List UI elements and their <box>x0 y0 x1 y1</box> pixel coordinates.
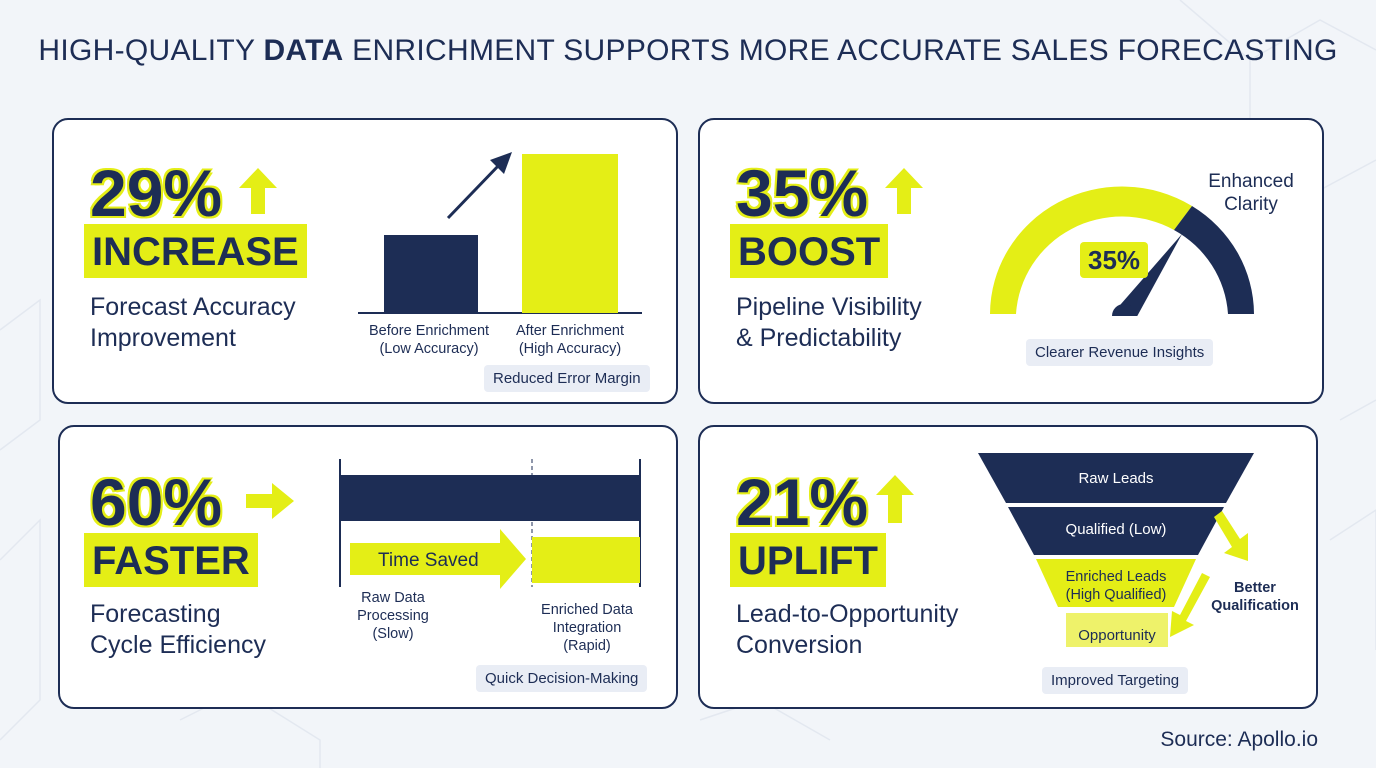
clarity-gauge <box>990 186 1254 316</box>
visibility-headline: BOOST <box>730 224 889 278</box>
bar-before-label: Before Enrichment (Low Accuracy) <box>368 323 490 357</box>
gauge-label: Enhanced Clarity <box>1208 171 1294 215</box>
gauge-yellow-segment <box>990 186 1192 314</box>
funnel-raw-label: Raw Leads <box>1078 470 1154 487</box>
funnel-stage-qualified <box>1008 507 1224 555</box>
funnel-opportunity-label: Opportunity <box>1078 627 1156 644</box>
up-arrow-icon <box>885 168 923 214</box>
trend-arrow-head <box>490 152 512 174</box>
page-title: HIGH-QUALITY DATA ENRICHMENT SUPPORTS MO… <box>38 34 1338 67</box>
conversion-chip: Improved Targeting <box>1042 667 1189 694</box>
gauge-needle <box>1114 234 1182 316</box>
accuracy-bar-chart <box>358 152 642 314</box>
enriched-data-label: Enriched Data Integration (Rapid) <box>541 602 633 654</box>
lead-funnel <box>978 453 1254 647</box>
speed-subtitle: Forecasting Cycle Efficiency <box>90 600 266 659</box>
down-right-arrow-icon <box>1214 511 1248 561</box>
up-arrow-icon <box>239 168 277 214</box>
up-arrow-icon <box>876 475 914 523</box>
funnel-enriched-label: Enriched Leads (High Qualified) <box>1065 569 1167 603</box>
speed-card: 60% FASTER Forecasting Cycle Efficiency … <box>58 425 678 709</box>
bar-after-label: After Enrichment (High Accuracy) <box>516 323 624 357</box>
gauge-value-badge: 35% <box>1080 242 1149 278</box>
bar-before <box>384 235 478 313</box>
accuracy-headline: INCREASE <box>84 224 307 278</box>
funnel-qualified-label: Qualified (Low) <box>1065 521 1167 538</box>
down-left-arrow-icon <box>1170 573 1210 637</box>
conversion-percent: 21% <box>736 465 869 539</box>
raw-processing-bar <box>340 475 640 521</box>
accuracy-subtitle: Forecast Accuracy Improvement <box>90 293 296 352</box>
speed-chip: Quick Decision-Making <box>476 665 648 692</box>
funnel-stage-enriched <box>1036 559 1196 607</box>
trend-arrow-line <box>446 162 502 220</box>
time-comparison-chart <box>339 459 641 589</box>
accuracy-percent: 29% <box>90 156 223 230</box>
conversion-subtitle: Lead-to-Opportunity Conversion <box>736 600 959 659</box>
speed-percent: 60% <box>90 465 223 539</box>
visibility-chip: Clearer Revenue Insights <box>1026 339 1214 366</box>
conversion-headline: UPLIFT <box>730 533 886 587</box>
conversion-card: 21% UPLIFT Lead-to-Opportunity Conversio… <box>698 425 1318 709</box>
speed-headline: FASTER <box>84 533 258 587</box>
accuracy-chip: Reduced Error Margin <box>484 365 650 392</box>
enriched-bar <box>532 537 640 583</box>
raw-data-label: Raw Data Processing (Slow) <box>357 590 429 642</box>
accuracy-card: 29% INCREASE Forecast Accuracy Improveme… <box>52 118 678 404</box>
source-note: Source: Apollo.io <box>1160 728 1318 751</box>
time-saved-arrow <box>350 529 526 589</box>
funnel-stage-raw <box>978 453 1254 503</box>
visibility-percent: 35% <box>736 156 869 230</box>
visibility-subtitle: Pipeline Visibility & Predictability <box>736 293 922 352</box>
visibility-card: 35% BOOST Pipeline Visibility & Predicta… <box>698 118 1324 404</box>
right-arrow-icon <box>246 483 294 519</box>
better-qualification-label: Better Qualification <box>1211 580 1299 614</box>
bar-after <box>522 154 618 313</box>
time-saved-label: Time Saved <box>378 550 479 571</box>
funnel-stage-opportunity <box>1066 613 1168 647</box>
gauge-navy-segment <box>1174 206 1254 314</box>
